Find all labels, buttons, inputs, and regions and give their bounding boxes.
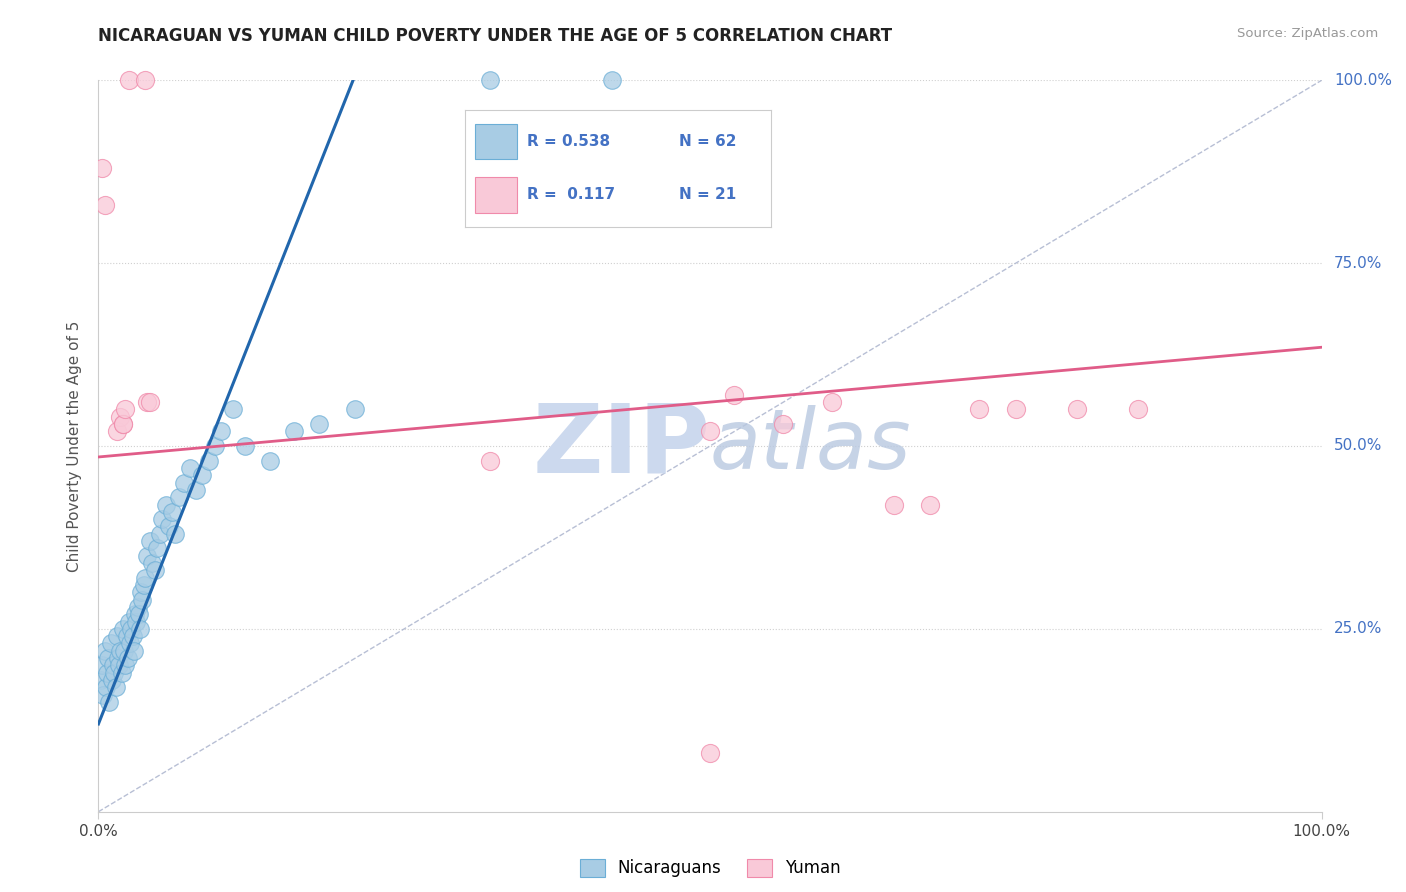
Text: ZIP: ZIP — [531, 400, 710, 492]
Point — [139, 395, 162, 409]
Point — [167, 490, 190, 504]
Point — [283, 425, 305, 439]
Point — [149, 526, 172, 541]
Point — [120, 636, 142, 650]
Point — [344, 402, 367, 417]
Point — [93, 197, 115, 211]
Point — [122, 644, 145, 658]
Text: 25.0%: 25.0% — [1334, 622, 1382, 636]
Point — [197, 453, 219, 467]
Point — [97, 651, 120, 665]
Point — [131, 592, 153, 607]
Point — [920, 498, 942, 512]
Point — [699, 425, 721, 439]
Point — [179, 461, 201, 475]
Point — [112, 644, 135, 658]
Point — [91, 161, 114, 175]
Point — [125, 615, 148, 629]
Point — [128, 607, 150, 622]
Point — [121, 629, 143, 643]
Point — [120, 622, 142, 636]
Point — [91, 688, 114, 702]
Point — [105, 425, 128, 439]
Point — [478, 453, 501, 467]
Text: NICARAGUAN VS YUMAN CHILD POVERTY UNDER THE AGE OF 5 CORRELATION CHART: NICARAGUAN VS YUMAN CHILD POVERTY UNDER … — [98, 27, 893, 45]
Point — [103, 665, 125, 680]
Text: atlas: atlas — [710, 406, 911, 486]
Point — [114, 402, 136, 417]
Point — [129, 585, 152, 599]
Point — [139, 534, 162, 549]
Point — [96, 665, 118, 680]
Point — [204, 439, 226, 453]
Point — [150, 512, 173, 526]
Point — [100, 636, 122, 650]
Point — [111, 622, 134, 636]
Point — [114, 658, 136, 673]
Point — [107, 651, 129, 665]
Point — [1128, 402, 1150, 417]
Point — [101, 673, 124, 687]
Text: 50.0%: 50.0% — [1334, 439, 1382, 453]
Point — [105, 629, 128, 643]
Point — [110, 644, 132, 658]
Point — [118, 73, 141, 87]
Point — [883, 498, 905, 512]
Text: 100.0%: 100.0% — [1334, 73, 1392, 87]
Point — [222, 402, 245, 417]
Point — [772, 417, 794, 431]
Point — [134, 571, 156, 585]
Point — [110, 409, 132, 424]
Point — [209, 425, 232, 439]
Y-axis label: Child Poverty Under the Age of 5: Child Poverty Under the Age of 5 — [67, 320, 83, 572]
Point — [155, 498, 177, 512]
Point — [186, 483, 208, 497]
Point — [136, 395, 159, 409]
Point — [129, 622, 152, 636]
Point — [165, 526, 187, 541]
Point — [101, 658, 124, 673]
Point — [723, 388, 745, 402]
Point — [141, 556, 163, 570]
Point — [117, 651, 139, 665]
Point — [157, 519, 180, 533]
Point — [233, 439, 256, 453]
Point — [1004, 402, 1026, 417]
Point — [143, 563, 166, 577]
Point — [132, 578, 155, 592]
Legend: Nicaraguans, Yuman: Nicaraguans, Yuman — [572, 852, 848, 884]
Text: Source: ZipAtlas.com: Source: ZipAtlas.com — [1237, 27, 1378, 40]
Point — [91, 658, 114, 673]
Point — [821, 395, 844, 409]
Point — [111, 665, 134, 680]
Point — [104, 681, 127, 695]
Point — [111, 417, 134, 431]
Point — [160, 505, 183, 519]
Point — [127, 599, 149, 614]
Point — [146, 541, 169, 556]
Point — [94, 681, 117, 695]
Point — [967, 402, 990, 417]
Point — [118, 615, 141, 629]
Point — [108, 658, 131, 673]
Point — [308, 417, 330, 431]
Point — [1066, 402, 1088, 417]
Point — [90, 673, 112, 687]
Point — [124, 607, 146, 622]
Point — [134, 73, 156, 87]
Point — [600, 73, 623, 87]
Point — [111, 417, 134, 431]
Text: 75.0%: 75.0% — [1334, 256, 1382, 270]
Point — [115, 629, 138, 643]
Point — [173, 475, 195, 490]
Point — [191, 468, 214, 483]
Point — [259, 453, 281, 467]
Point — [93, 644, 115, 658]
Point — [699, 746, 721, 760]
Point — [98, 695, 121, 709]
Point — [478, 73, 501, 87]
Point — [136, 549, 159, 563]
